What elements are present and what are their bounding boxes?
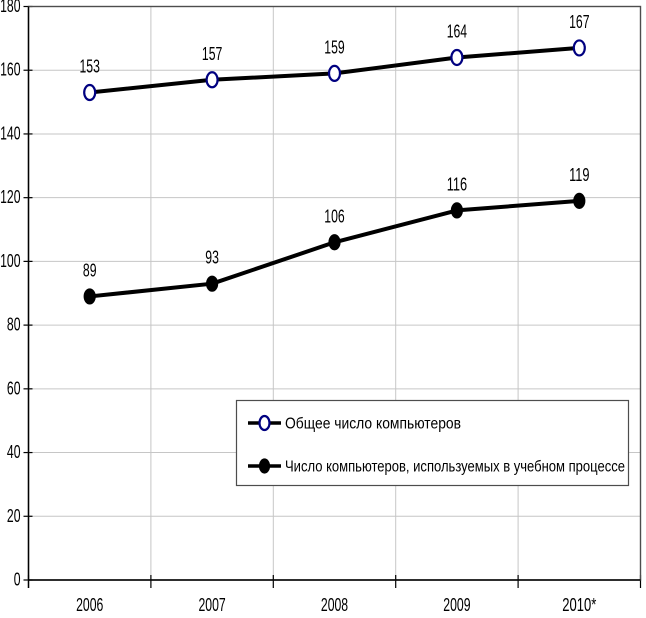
y-axis-tick-label: 80 — [7, 315, 21, 335]
open-circle-marker-icon — [258, 414, 271, 432]
filled-circle-marker-icon — [83, 288, 96, 305]
filled-circle-marker-icon — [328, 234, 341, 251]
data-labels: 153 157 159 164 167 89 93 106 116 119 — [80, 12, 590, 281]
legend-label-educational: Число компьютеров, используемых в учебно… — [285, 459, 625, 476]
y-axis-tick-label: 100 — [0, 251, 20, 271]
data-point-label: 167 — [569, 12, 589, 32]
axis-ticks — [23, 5, 642, 588]
open-circle-marker-icon — [205, 71, 219, 89]
y-axis-tick-label: 20 — [7, 506, 21, 526]
y-axis-tick-label: 40 — [7, 442, 21, 462]
axis-labels: 0 20 40 60 80 100 120 140 160 180 2006 2007 2008 2009… — [0, 0, 596, 615]
open-circle-marker-icon — [572, 39, 586, 57]
data-point-label: 159 — [324, 37, 344, 57]
filled-circle-marker-icon — [258, 458, 271, 474]
data-point-label: 106 — [324, 206, 344, 226]
data-point-label: 116 — [447, 174, 467, 194]
x-axis-category-label: 2008 — [321, 595, 348, 615]
open-circle-marker-icon — [450, 48, 464, 67]
filled-circle-marker-icon — [450, 202, 463, 219]
data-point-label: 153 — [80, 57, 100, 77]
legend-item-educational-computers: Число компьютеров, используемых в учебно… — [248, 458, 625, 476]
data-point-label: 157 — [202, 44, 222, 64]
y-axis-tick-label: 180 — [0, 0, 20, 16]
plot-frame — [27, 5, 642, 588]
legend-box — [235, 399, 630, 487]
x-axis-category-label: 2007 — [199, 595, 226, 615]
data-series — [83, 39, 586, 305]
legend-label-total: Общее число компьютеров — [285, 416, 461, 433]
x-axis-category-label: 2006 — [76, 595, 103, 615]
filled-circle-marker-icon — [573, 192, 586, 209]
data-point-label: 164 — [447, 21, 467, 41]
x-axis-category-label: 2009 — [443, 595, 470, 615]
y-axis-tick-label: 160 — [0, 60, 20, 80]
open-circle-marker-icon — [327, 64, 342, 83]
filled-circle-marker-icon — [206, 275, 219, 292]
y-axis-tick-label: 120 — [0, 187, 20, 207]
y-axis-tick-label: 140 — [0, 123, 20, 143]
data-point-label: 89 — [83, 260, 97, 280]
data-point-label: 93 — [205, 248, 219, 268]
legend: Общее число компьютеров Число компьютеро… — [235, 399, 630, 487]
y-axis-tick-label: 60 — [7, 378, 21, 398]
y-axis-tick-label: 0 — [14, 570, 21, 590]
open-circle-marker-icon — [83, 83, 97, 102]
x-axis-category-label: 2010* — [562, 595, 596, 615]
data-point-label: 119 — [569, 165, 589, 185]
legend-item-total-computers: Общее число компьютеров — [248, 414, 461, 433]
